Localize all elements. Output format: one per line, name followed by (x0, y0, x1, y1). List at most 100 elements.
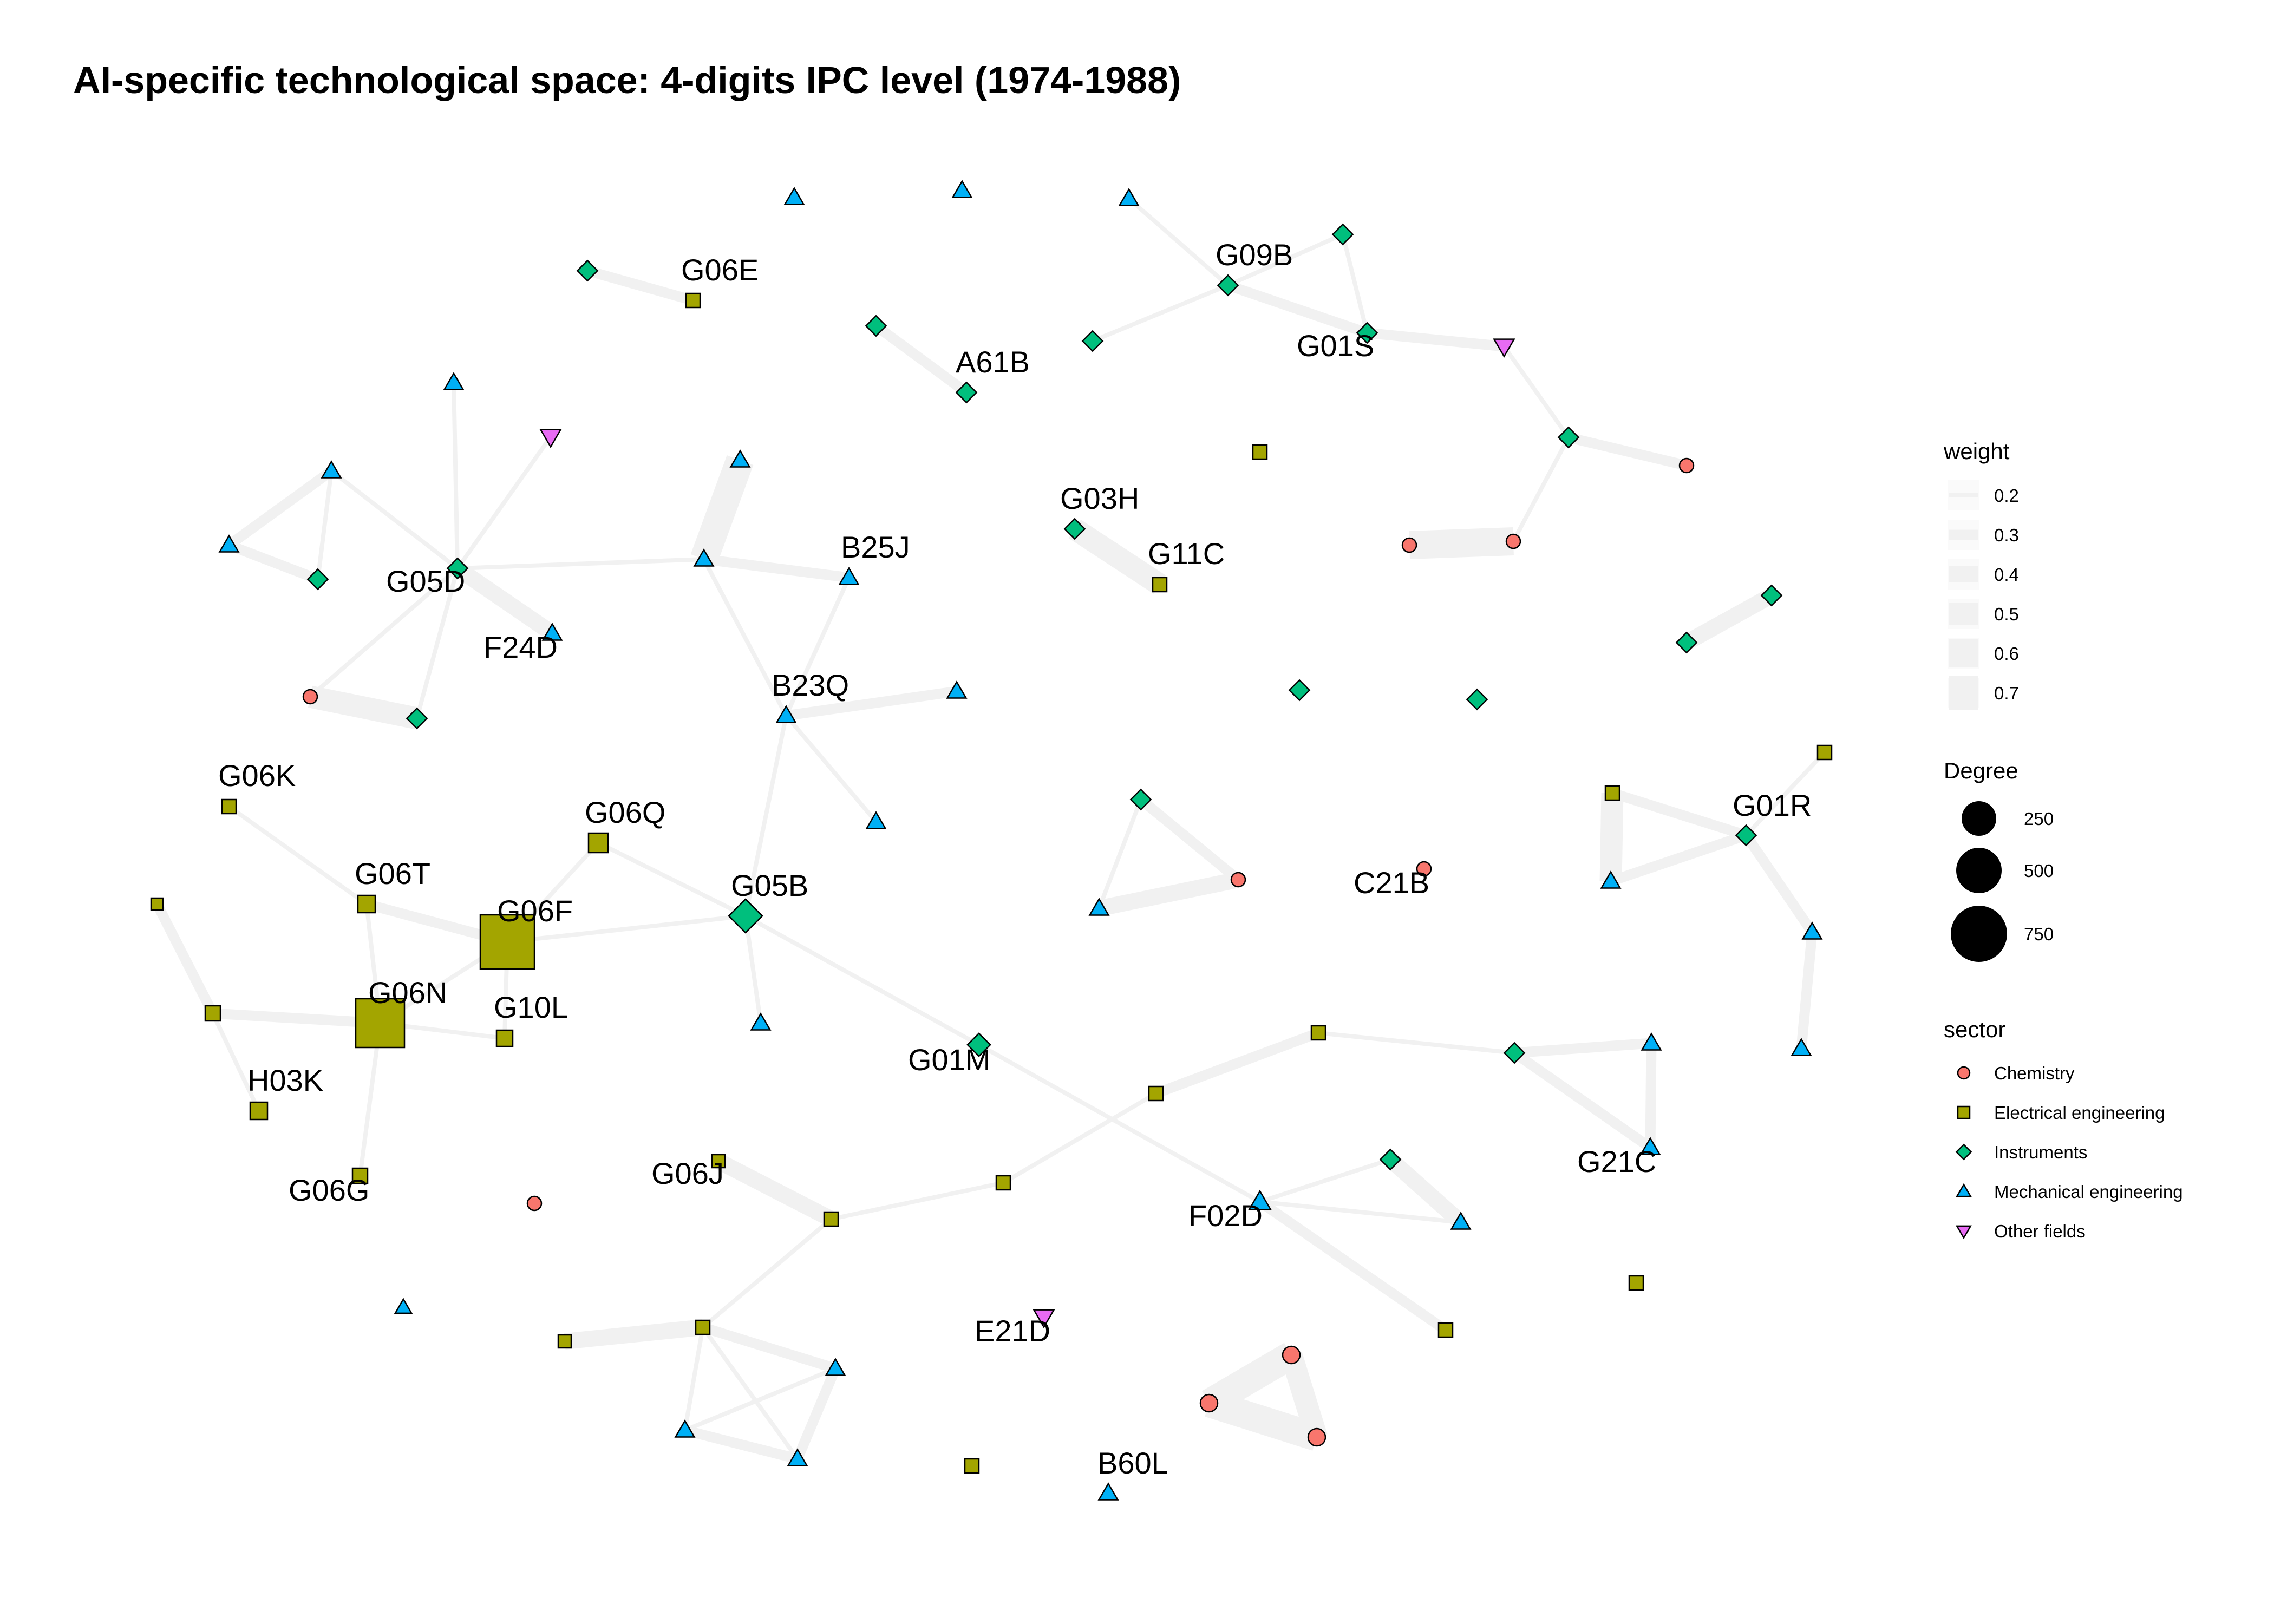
legend-sector-swatch-mech (1956, 1183, 1972, 1197)
node-layer (150, 180, 1833, 1501)
node-label-B25J: B25J (841, 530, 910, 564)
legend-weight-label: 0.5 (1994, 604, 2019, 624)
legend-weight-label: 0.3 (1994, 525, 2019, 545)
edge-n_mech_e-B25J (703, 554, 850, 583)
edge-n_elec_d-n_elec_e (1002, 1091, 1158, 1185)
node-chem (1505, 533, 1521, 549)
edge-G01R-n_mech_l (1742, 832, 1816, 935)
node-chem (1678, 457, 1695, 474)
legend-sector-swatch-inst (1955, 1143, 1972, 1161)
node-elec (995, 1175, 1011, 1191)
node-elec (479, 914, 535, 970)
edge-G01R-n_elec_h (1744, 751, 1826, 837)
diagram-title: AI-specific technological space: 4-digit… (73, 59, 1181, 101)
edge-G09B-n_inst_c (1227, 232, 1344, 287)
legend-degree: Degree 250 500 750 (1944, 758, 2054, 962)
legend: weight 0.2 0.3 0.4 0.5 0.6 0.7 Degree 250 500 7… (1943, 438, 2183, 1241)
node-elec (823, 1211, 839, 1227)
node-mech (1641, 1032, 1662, 1051)
edge-B23Q-n_mech_g (784, 714, 878, 823)
node-mech (1600, 870, 1622, 889)
node-inst (306, 568, 329, 591)
edge-n_elec_b-G06N (212, 1008, 381, 1029)
edge-F02D-n_mech_o (1259, 1200, 1461, 1224)
edge-B23Q-n_mech_f (785, 686, 958, 721)
edge-n_mech_b-n_inst_i (227, 540, 320, 584)
edge-n_inst_l-n_mech_j (1097, 798, 1143, 909)
edge-G05D-n_inst_j (415, 567, 460, 719)
edge-G06F-G05B (507, 914, 746, 944)
edge-n_elec_c-n_elec_k (701, 1217, 833, 1330)
legend-weight: weight 0.2 0.3 0.4 0.5 0.6 0.7 (1943, 438, 2019, 710)
node-label-B23Q: B23Q (772, 668, 849, 702)
legend-degree-items: 250 500 750 (1951, 801, 2054, 962)
legend-sector-label: Instruments (1994, 1142, 2087, 1162)
node-mech (787, 1448, 808, 1466)
edge-n_mech_b-n_mech_c (226, 467, 335, 549)
legend-weight-items: 0.2 0.3 0.4 0.5 0.6 0.7 (1948, 480, 2019, 710)
edge-n_mech_d-n_mech_e (690, 455, 754, 564)
node-inst (1379, 1148, 1402, 1171)
node-label-G05D: G05D (386, 564, 465, 598)
node-mech (775, 705, 797, 723)
edge-n_mech_c-n_inst_i (316, 470, 334, 580)
node-elec (711, 1154, 726, 1169)
node-chem (1416, 861, 1432, 877)
node-label-G21C: G21C (1577, 1144, 1656, 1178)
legend-weight-label: 0.2 (1994, 486, 2019, 506)
node-inst (576, 259, 599, 282)
edge-G05B-n_mech_h (743, 915, 763, 1024)
node-mech (729, 449, 751, 468)
node-mech (865, 811, 887, 829)
edge-G06K-G06T (227, 804, 368, 906)
node-label-G06E: G06E (681, 253, 759, 287)
legend-weight-label: 0.7 (1994, 683, 2019, 703)
edge-n_inst_k-G21C (1511, 1049, 1654, 1152)
node-label-G06F: G06F (497, 894, 573, 928)
node-chem (1401, 537, 1417, 553)
node-inst (446, 557, 469, 580)
node-elec (351, 1167, 369, 1184)
legend-sector-items: Chemistry Electrical engineering Instrumen… (1955, 1063, 2183, 1241)
node-mech (1639, 1137, 1661, 1155)
node-label-G03H: G03H (1060, 481, 1139, 515)
edge-n_elec_c-n_elec_d (831, 1181, 1004, 1221)
node-chem (1307, 1427, 1327, 1447)
edge-n_other1-n_inst_d (1502, 345, 1571, 439)
edge-n_inst_d-n_chem1 (1567, 432, 1688, 471)
node-label-F24D: F24D (483, 630, 558, 664)
node-label-G06G: G06G (289, 1173, 369, 1207)
node-elec (1437, 1322, 1454, 1338)
node-elec (1252, 444, 1268, 460)
node-inst (1331, 223, 1354, 246)
legend-weight-label: 0.4 (1994, 565, 2019, 585)
legend-sector-label: Mechanical engineering (1994, 1182, 2183, 1202)
node-elec (1152, 577, 1168, 593)
edge-G05D-n_chem4 (309, 566, 459, 699)
edge-n_mech_r-n_mech_s (683, 1425, 799, 1464)
node-label-G06Q: G06Q (585, 795, 665, 829)
node-elec (249, 1101, 269, 1121)
edge-n_elec_k-n_mech_r (683, 1327, 705, 1431)
legend-sector-swatch-chem (1957, 1066, 1971, 1080)
node-inst (1129, 788, 1152, 811)
legend-sector-swatch-other (1956, 1225, 1972, 1240)
node-label-A61B: A61B (956, 345, 1030, 379)
node-mech (1450, 1212, 1472, 1230)
legend-weight-label: 0.6 (1994, 644, 2019, 664)
edge-F02D-n_elec_i (1257, 1197, 1449, 1334)
edge-n_inst_f-n_inst_g (1682, 588, 1776, 650)
legend-sector-label: Electrical engineering (1994, 1103, 2165, 1123)
edge-n_mech_e-B23Q (702, 558, 788, 717)
legend-degree-swatch (1951, 906, 2007, 962)
edge-G06N-G06G (358, 1023, 382, 1176)
edge-n_mech_q-n_mech_s (793, 1366, 840, 1461)
node-inst (1288, 679, 1311, 702)
node-chem (1199, 1393, 1219, 1413)
edge-n_mech_l-n_mech_m (1796, 932, 1818, 1049)
node-other (1033, 1309, 1055, 1329)
node-mech (1248, 1189, 1272, 1210)
node-chem (526, 1195, 543, 1212)
edge-G01S-n_other1 (1367, 328, 1505, 352)
edge-G05B-G01M (744, 914, 980, 1047)
